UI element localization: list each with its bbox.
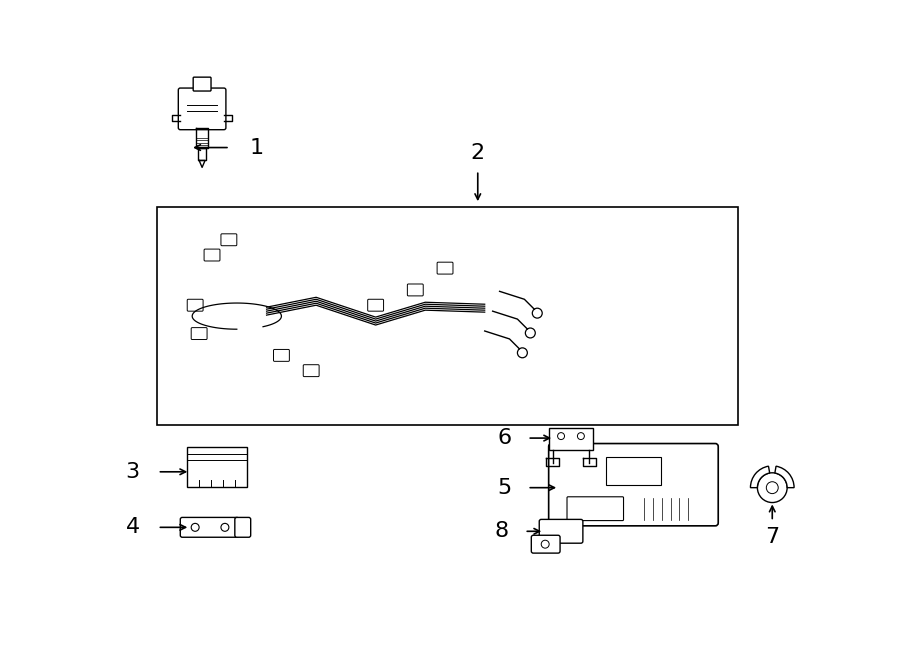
FancyBboxPatch shape bbox=[204, 249, 220, 261]
FancyBboxPatch shape bbox=[235, 518, 251, 537]
Text: 6: 6 bbox=[498, 428, 511, 448]
Text: 4: 4 bbox=[126, 518, 140, 537]
Text: 7: 7 bbox=[765, 527, 779, 547]
Wedge shape bbox=[751, 466, 770, 488]
FancyBboxPatch shape bbox=[368, 299, 383, 311]
Bar bbox=[607, 457, 661, 485]
FancyBboxPatch shape bbox=[220, 234, 237, 246]
Text: 8: 8 bbox=[494, 522, 508, 541]
FancyBboxPatch shape bbox=[191, 328, 207, 340]
Wedge shape bbox=[775, 466, 794, 488]
Text: 5: 5 bbox=[498, 478, 512, 498]
FancyBboxPatch shape bbox=[408, 284, 423, 296]
FancyBboxPatch shape bbox=[531, 535, 560, 553]
Text: 2: 2 bbox=[471, 143, 485, 163]
FancyBboxPatch shape bbox=[274, 350, 290, 362]
FancyBboxPatch shape bbox=[437, 262, 453, 274]
FancyBboxPatch shape bbox=[180, 518, 238, 537]
FancyBboxPatch shape bbox=[187, 299, 203, 311]
FancyBboxPatch shape bbox=[187, 447, 247, 486]
FancyBboxPatch shape bbox=[549, 444, 718, 526]
FancyBboxPatch shape bbox=[303, 365, 320, 377]
Text: 3: 3 bbox=[126, 462, 140, 482]
FancyBboxPatch shape bbox=[549, 428, 593, 450]
FancyBboxPatch shape bbox=[194, 77, 211, 91]
FancyBboxPatch shape bbox=[567, 497, 624, 521]
FancyBboxPatch shape bbox=[539, 520, 583, 543]
FancyBboxPatch shape bbox=[178, 88, 226, 130]
Bar bbox=[158, 207, 738, 425]
Text: 1: 1 bbox=[249, 137, 264, 157]
